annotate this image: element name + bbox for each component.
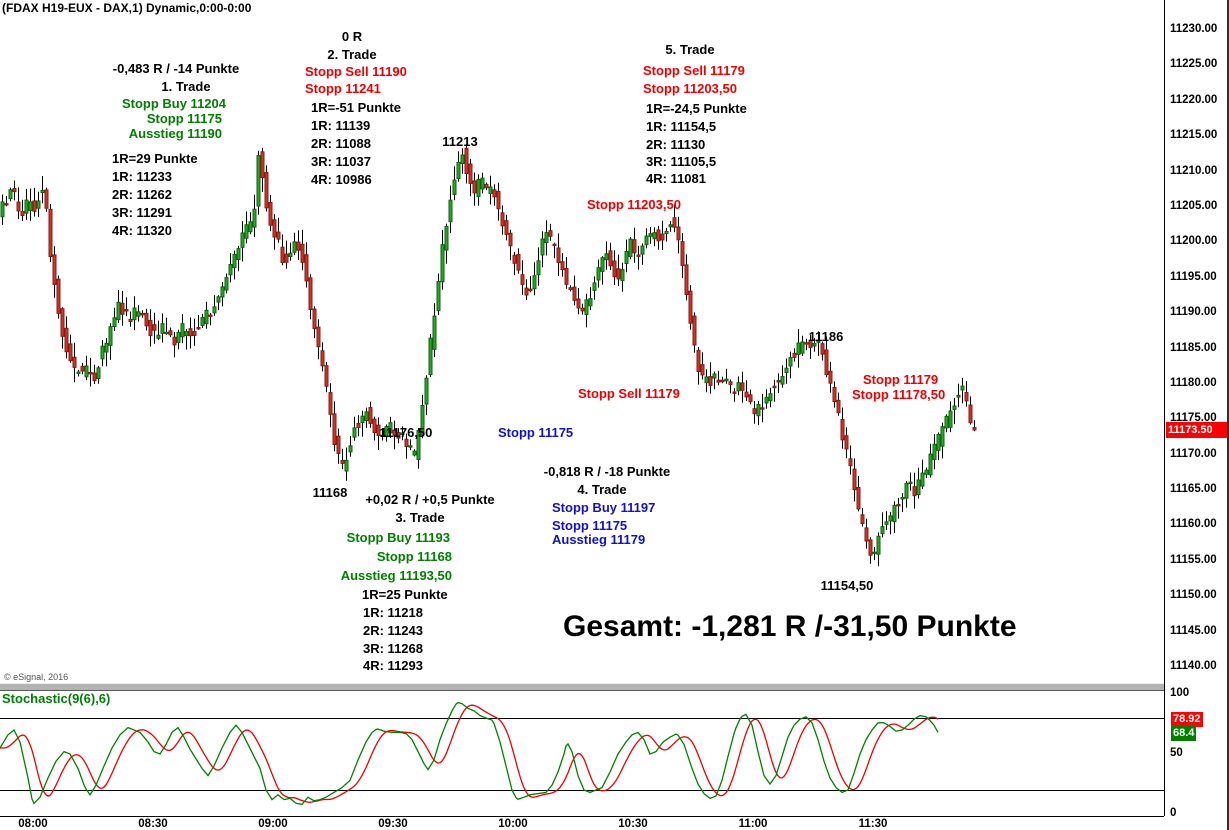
chart-annotation: 4R: 11320: [112, 223, 172, 238]
total-result-label: Gesamt: -1,281 R /-31,50 Punkte: [563, 610, 1017, 643]
chart-annotation: Stopp 11175: [498, 425, 574, 440]
chart-annotation: 1R: 11154,5: [646, 119, 717, 134]
chart-annotation: 4R: 11293: [363, 658, 423, 673]
price-axis-label: 11185.00: [1170, 341, 1217, 354]
chart-annotation: 3R: 11291: [112, 205, 172, 220]
chart-annotation: 4R: 11081: [646, 171, 706, 186]
stoch-axis-label: 100: [1170, 687, 1190, 699]
chart-annotation: 1R: 11218: [363, 605, 423, 620]
price-axis-label: 11140.00: [1170, 660, 1217, 672]
price-axis-label: 11225.00: [1170, 58, 1218, 71]
chart-title: (FDAX H19-EUX - DAX,1) Dynamic,0:00-0:00: [2, 1, 252, 15]
time-axis-label: 11:30: [858, 818, 888, 830]
chart-annotation: 3R: 11037: [311, 154, 371, 169]
chart-annotation: Ausstieg 11193,50: [340, 568, 452, 583]
chart-annotation: Stopp Buy 11193: [346, 530, 450, 545]
price-axis-label: 11150.00: [1170, 589, 1217, 602]
chart-annotation: 2R: 11088: [311, 136, 371, 151]
chart-annotation: 3R: 11105,5: [646, 154, 717, 169]
chart-annotation: 3. Trade: [395, 510, 445, 525]
time-axis-label: 09:00: [258, 818, 288, 830]
price-axis-label: 11170.00: [1170, 447, 1217, 460]
chart-annotation: 11213: [442, 134, 478, 149]
chart-annotation: 1R=-51 Punkte: [311, 100, 401, 115]
chart-annotation: Stopp 11203,50: [587, 197, 681, 212]
price-axis-label: 11165.00: [1170, 483, 1217, 496]
price-axis-label: 11205.00: [1170, 199, 1218, 212]
price-axis-label: 11195.00: [1170, 270, 1217, 283]
time-axis-label: 09:30: [378, 818, 408, 830]
chart-annotation: 1R: 11139: [311, 118, 371, 133]
copyright-label: © eSignal, 2016: [4, 672, 69, 682]
chart-annotation: 11168: [312, 485, 348, 500]
chart-annotation: Stopp 11179: [863, 372, 939, 387]
chart-annotation: 1R=-24,5 Punkte: [646, 101, 747, 116]
price-axis-label: 11145.00: [1170, 624, 1217, 637]
stochastic-indicator-label: Stochastic(9(6),6): [2, 691, 111, 706]
chart-annotation: 1R=25 Punkte: [362, 587, 448, 602]
time-axis-label: 11:00: [738, 818, 768, 830]
price-axis-label: 11175.00: [1170, 412, 1217, 425]
time-axis-label: 08:00: [18, 818, 48, 830]
chart-annotation: 1. Trade: [161, 79, 211, 94]
chart-annotation: 2R: 11130: [646, 137, 706, 152]
chart-annotation: 1R=29 Punkte: [112, 151, 198, 166]
price-axis-label: 11190.00: [1170, 306, 1217, 319]
chart-annotation: 11176,50: [379, 425, 433, 440]
chart-annotation: 4R: 10986: [311, 172, 372, 187]
chart-annotation: -0,483 R / -14 Punkte: [112, 61, 240, 76]
chart-annotation: 3R: 11268: [363, 641, 423, 656]
price-axis-label: 11180.00: [1170, 376, 1217, 389]
last-price-badge: 11173.50: [1166, 422, 1229, 438]
price-axis-label: 11230.00: [1170, 23, 1218, 35]
chart-annotation: Stopp 11203,50: [643, 81, 737, 96]
chart-annotation: Stopp 11168: [376, 549, 452, 564]
stochastic-green-value-badge: 68.4: [1171, 726, 1197, 741]
chart-annotation: 1R: 11233: [112, 169, 172, 184]
chart-annotation: 2. Trade: [327, 47, 377, 62]
chart-annotation: +0,02 R / +0,5 Punkte: [365, 492, 495, 507]
price-axis-label: 11220.00: [1170, 93, 1218, 106]
price-axis-label: 11160.00: [1170, 518, 1217, 531]
stoch-axis-label: 50: [1170, 747, 1183, 759]
price-axis-label: 11155.00: [1170, 553, 1217, 566]
chart-annotation: Stopp 11178,50: [852, 387, 946, 402]
chart-annotation: Stopp Buy 11204: [121, 96, 226, 111]
panel-splitter[interactable]: [0, 683, 1164, 691]
price-axis-label: 11210.00: [1170, 164, 1218, 177]
price-axis-label: 11215.00: [1170, 129, 1218, 142]
chart-annotation: -0,818 R / -18 Punkte: [543, 464, 671, 479]
chart-annotation: 4. Trade: [577, 482, 627, 497]
chart-annotation: Stopp 11175: [146, 111, 222, 126]
chart-annotation: Stopp Buy 11197: [552, 500, 656, 515]
chart-annotation: 11186: [808, 329, 844, 344]
stochastic-red-value-badge: 78.92: [1171, 712, 1203, 727]
chart-annotation: Stopp Sell 11190: [305, 64, 407, 79]
chart-annotation: 2R: 11243: [363, 623, 423, 638]
chart-annotation: 0 R: [341, 29, 363, 44]
chart-annotation: Stopp Sell 11179: [578, 386, 680, 401]
time-axis-label: 10:00: [498, 818, 528, 830]
chart-annotation: Ausstieg 11179: [552, 532, 646, 547]
chart-annotation: 5. Trade: [665, 42, 715, 57]
chart-annotation: Stopp 11241: [305, 81, 381, 96]
time-axis-label: 10:30: [618, 818, 648, 830]
price-axis-label: 11200.00: [1170, 235, 1218, 248]
chart-annotation: 11154,50: [820, 578, 874, 593]
stoch-axis-label: 0: [1170, 807, 1177, 819]
chart-annotation: Stopp 11175: [552, 518, 628, 533]
chart-annotation: Ausstieg 11190: [128, 126, 222, 141]
chart-annotation: Stopp Sell 11179: [643, 63, 745, 78]
window-right-edge: [1227, 0, 1229, 830]
chart-annotation: 2R: 11262: [112, 187, 172, 202]
time-axis-label: 08:30: [138, 818, 168, 830]
